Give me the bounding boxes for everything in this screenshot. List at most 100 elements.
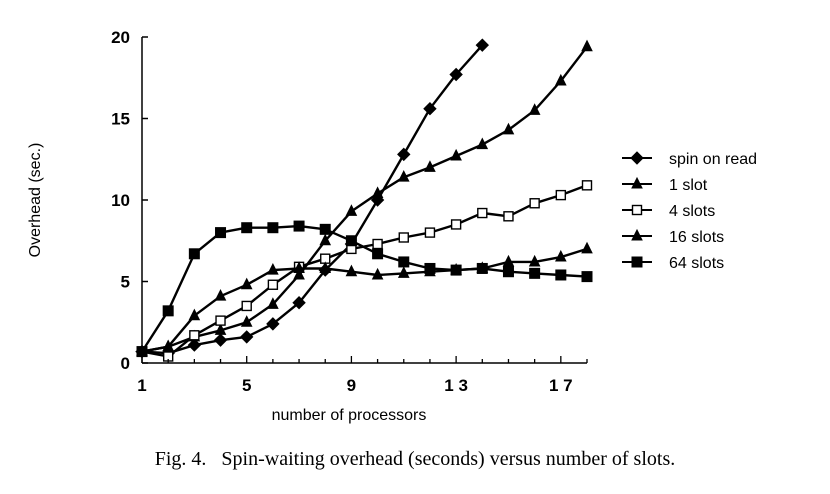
data-point — [450, 219, 462, 230]
y-tick-label: 10 — [111, 191, 130, 210]
legend-marker — [630, 151, 644, 165]
y-tick-label: 5 — [121, 273, 130, 292]
x-tick-label: 9 — [347, 376, 356, 395]
data-point — [345, 235, 357, 247]
data-point — [267, 262, 279, 275]
data-point — [345, 204, 358, 216]
data-point — [162, 305, 174, 317]
data-point — [215, 227, 227, 239]
data-point — [398, 232, 409, 243]
data-point — [213, 333, 228, 347]
legend-item: 1 slot — [622, 176, 708, 194]
legend-marker — [631, 176, 643, 189]
data-point — [293, 267, 305, 280]
data-point — [450, 148, 462, 161]
data-point — [450, 264, 462, 276]
figure-caption: Fig. 4. Spin-waiting overhead (seconds) … — [154, 448, 676, 470]
data-point — [529, 267, 541, 279]
data-point — [319, 233, 332, 246]
data-point — [398, 256, 410, 268]
data-point — [476, 137, 489, 150]
legend-marker — [631, 228, 643, 241]
series-line — [141, 184, 588, 358]
data-point — [292, 295, 306, 310]
legend-item: 64 slots — [622, 255, 724, 272]
legend-marker — [631, 256, 643, 268]
data-point — [528, 103, 541, 115]
data-point — [397, 266, 410, 278]
data-point — [475, 38, 490, 52]
series-5 — [136, 220, 593, 358]
legend-label: 64 slots — [669, 255, 724, 272]
data-point — [240, 315, 253, 327]
series-line — [141, 247, 588, 353]
data-point — [214, 289, 227, 301]
data-point — [189, 330, 200, 341]
data-point — [266, 317, 280, 331]
series-2 — [136, 39, 593, 357]
series-4 — [136, 241, 593, 357]
data-point — [372, 238, 383, 250]
data-point — [581, 271, 593, 283]
data-point — [241, 222, 253, 234]
data-point — [502, 266, 514, 278]
x-tick-label: 1 — [137, 376, 146, 395]
series-line — [141, 46, 588, 353]
data-point — [293, 220, 305, 232]
data-point — [239, 330, 254, 344]
data-point — [267, 279, 279, 290]
data-point — [372, 248, 384, 260]
data-point — [162, 339, 174, 352]
x-tick-label: 1 3 — [444, 376, 468, 395]
data-point — [555, 269, 567, 281]
legend: spin on read 1 slot 4 slots 16 slots 64 slot… — [622, 151, 757, 272]
data-point — [555, 189, 567, 201]
data-point — [319, 223, 331, 235]
data-point — [371, 186, 384, 198]
data-point — [423, 102, 437, 116]
data-point — [528, 254, 541, 267]
data-point — [241, 300, 252, 312]
data-point — [240, 277, 253, 290]
data-point — [424, 262, 436, 274]
x-tick-label: 5 — [242, 376, 251, 395]
y-axis-label: Overhead (sec.) — [27, 143, 44, 258]
data-point — [581, 241, 593, 254]
data-point — [424, 160, 436, 172]
data-point — [581, 180, 593, 191]
data-point — [477, 207, 488, 219]
data-point — [502, 254, 515, 267]
data-point — [424, 227, 436, 238]
data-point — [529, 198, 540, 209]
data-point — [555, 73, 567, 86]
x-tick-label: 1 7 — [549, 376, 573, 395]
data-point — [476, 262, 488, 274]
data-point — [188, 308, 201, 321]
data-point — [267, 222, 279, 234]
legend-label: 4 slots — [669, 203, 715, 220]
legend-label: 1 slot — [669, 177, 708, 194]
x-axis-label: number of processors — [272, 407, 427, 424]
series-line — [141, 44, 484, 355]
data-point — [397, 170, 410, 182]
data-point — [188, 248, 200, 260]
series-1 — [135, 38, 490, 360]
legend-label: 16 slots — [669, 229, 724, 246]
legend-item: spin on read — [622, 151, 757, 168]
data-point — [293, 261, 305, 273]
data-point — [215, 315, 226, 326]
y-tick-label: 0 — [121, 354, 130, 373]
data-point — [319, 261, 332, 273]
legend-marker — [631, 204, 643, 216]
data-point — [187, 338, 202, 352]
data-point — [371, 267, 384, 280]
legend-label: spin on read — [669, 151, 757, 168]
data-point — [503, 211, 514, 222]
data-point — [555, 249, 567, 262]
data-point — [449, 67, 463, 82]
series-group — [135, 38, 593, 362]
data-point — [502, 122, 515, 135]
data-point — [267, 297, 279, 309]
